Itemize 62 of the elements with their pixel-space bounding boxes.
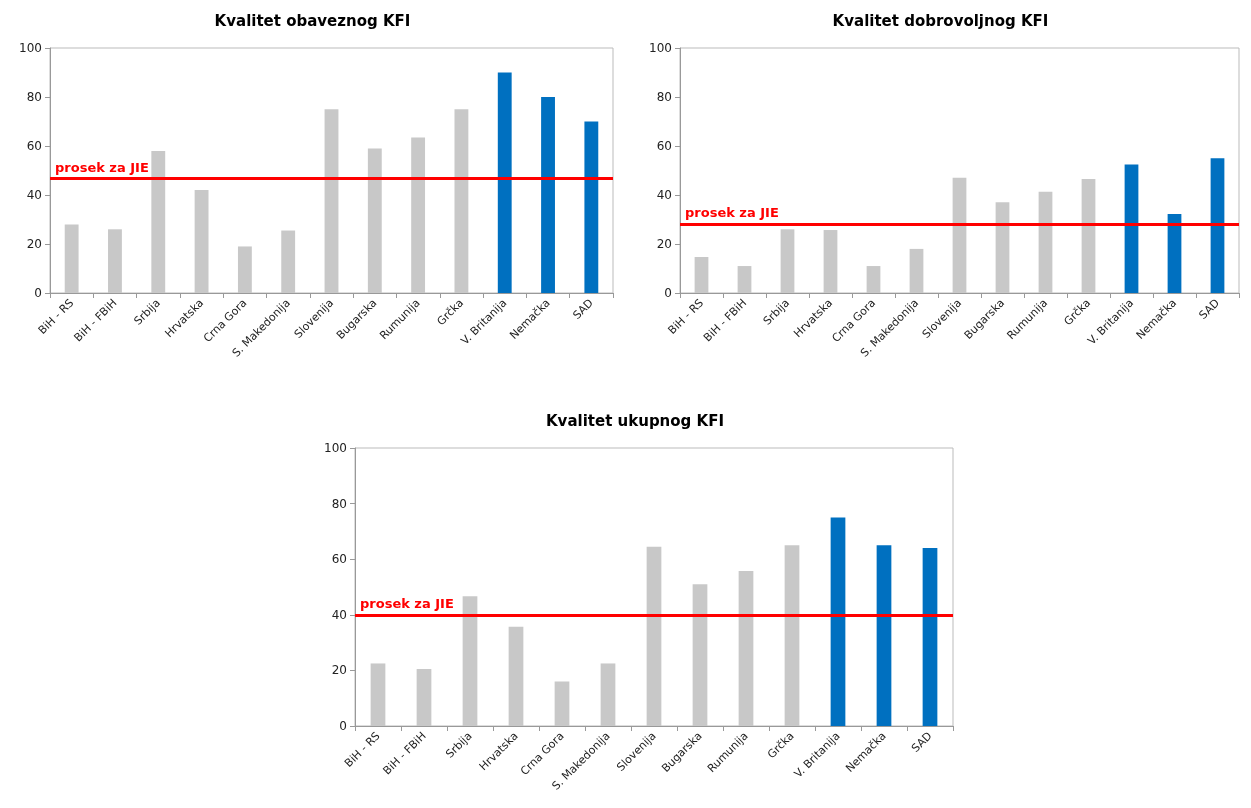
y-tick-label: 60 [331, 552, 347, 567]
bar [411, 137, 426, 293]
chart-title: Kvalitet ukupnog KFI [545, 411, 725, 430]
bar [952, 177, 967, 293]
y-tick-label: 40 [26, 188, 42, 202]
y-tick-label: 100 [324, 441, 347, 455]
y-tick-label: 60 [26, 139, 42, 153]
bar [1167, 214, 1182, 293]
bar [780, 229, 795, 293]
bar [367, 148, 382, 293]
bar [497, 72, 512, 293]
y-tick-label: 0 [34, 286, 42, 300]
bar [876, 545, 892, 726]
y-tick-label: 80 [656, 90, 672, 104]
bar [508, 626, 524, 726]
y-tick-label: 60 [656, 139, 672, 153]
y-tick-label: 80 [331, 496, 347, 511]
bar [600, 663, 616, 726]
bar [1038, 191, 1053, 293]
chart-title: Kvalitet dobrovoljnog KFI [832, 11, 1049, 30]
bar [554, 681, 570, 726]
bar [370, 663, 386, 726]
bar [922, 548, 938, 726]
bar [151, 150, 166, 293]
chart-title: Kvalitet obaveznog KFI [214, 11, 411, 30]
ref-line-label: prosek za JIE [685, 205, 779, 221]
bar [1081, 179, 1096, 293]
y-tick-label: 20 [656, 237, 672, 251]
bar [416, 669, 432, 726]
bar [64, 224, 79, 293]
bar [281, 230, 296, 293]
bar [909, 248, 924, 293]
y-tick-label: 20 [26, 237, 42, 251]
bar [737, 266, 752, 293]
y-tick-label: 40 [656, 188, 672, 202]
bar [694, 256, 709, 293]
bar [995, 202, 1010, 293]
bar [646, 546, 662, 726]
y-tick-label: 40 [331, 607, 347, 622]
y-tick-label: 20 [331, 663, 347, 678]
ref-line-label: prosek za JIE [360, 595, 454, 611]
bar [454, 109, 469, 293]
bar [738, 570, 754, 726]
bar [692, 584, 708, 726]
bar [1210, 158, 1225, 293]
bar [237, 246, 252, 293]
y-tick-label: 100 [19, 41, 42, 55]
bar [830, 517, 846, 726]
ref-line-label: prosek za JIE [55, 159, 149, 175]
bar [784, 545, 800, 726]
y-tick-label: 80 [26, 90, 42, 104]
bar [584, 121, 599, 293]
bar [1124, 164, 1139, 293]
bar [462, 596, 478, 726]
bar [108, 229, 122, 293]
bar [866, 266, 881, 293]
y-tick-label: 100 [649, 41, 672, 55]
bar [541, 97, 555, 293]
bar [823, 230, 838, 293]
bar [194, 190, 209, 293]
bar [324, 109, 339, 293]
y-tick-label: 0 [664, 286, 672, 300]
